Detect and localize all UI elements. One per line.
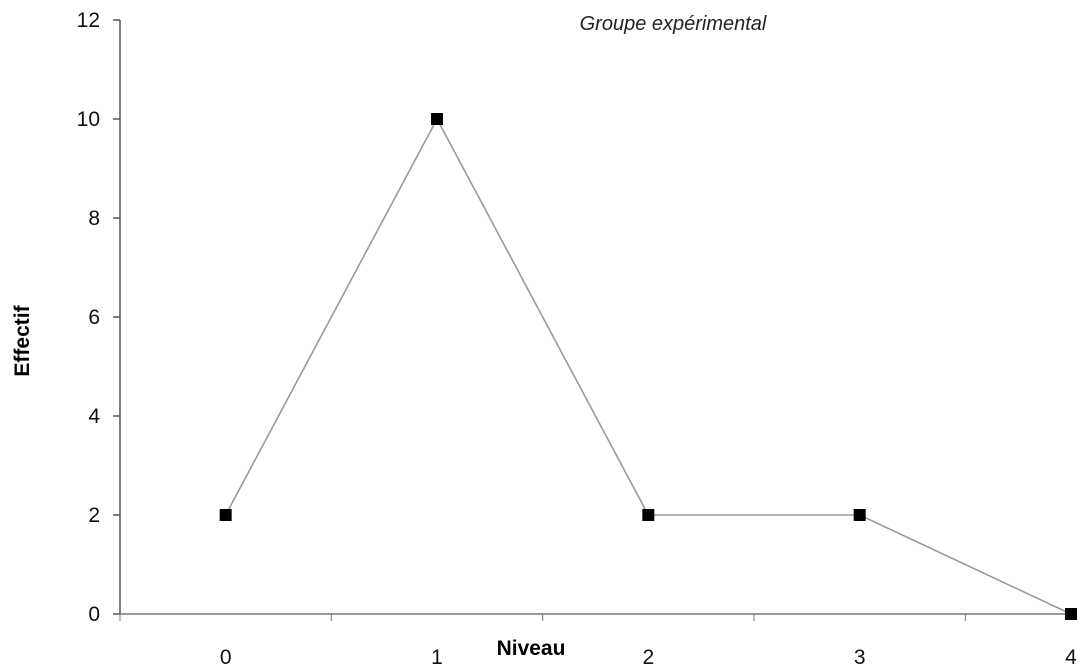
y-tick-label: 8 xyxy=(88,207,100,230)
y-tick-label: 4 xyxy=(88,405,100,428)
x-tick-label: 1 xyxy=(431,646,443,668)
series-line xyxy=(224,117,1072,615)
x-tick-label: 2 xyxy=(642,646,654,668)
y-tick-label: 0 xyxy=(88,603,100,626)
x-tick-label: 0 xyxy=(220,646,232,668)
data-point-marker xyxy=(853,509,866,521)
x-axis-title: Niveau xyxy=(497,637,566,660)
y-tick-label: 6 xyxy=(88,306,100,329)
chart-title: Groupe expérimental xyxy=(580,13,767,35)
data-point-marker xyxy=(1065,608,1077,620)
y-tick-label: 12 xyxy=(77,9,100,32)
x-tick-label: 3 xyxy=(854,646,866,668)
x-tick-label: 4 xyxy=(1065,646,1077,668)
y-axis-title: Effectif xyxy=(11,304,34,376)
series-layer xyxy=(219,113,1077,620)
y-tick-label: 10 xyxy=(77,108,100,131)
data-point-marker xyxy=(431,113,443,125)
data-point-marker xyxy=(219,509,232,521)
data-point-marker xyxy=(642,509,655,521)
y-tick-label: 2 xyxy=(88,504,100,527)
